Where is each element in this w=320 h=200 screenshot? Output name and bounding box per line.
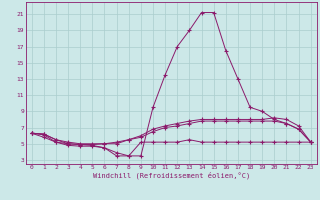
X-axis label: Windchill (Refroidissement éolien,°C): Windchill (Refroidissement éolien,°C) — [92, 172, 250, 179]
